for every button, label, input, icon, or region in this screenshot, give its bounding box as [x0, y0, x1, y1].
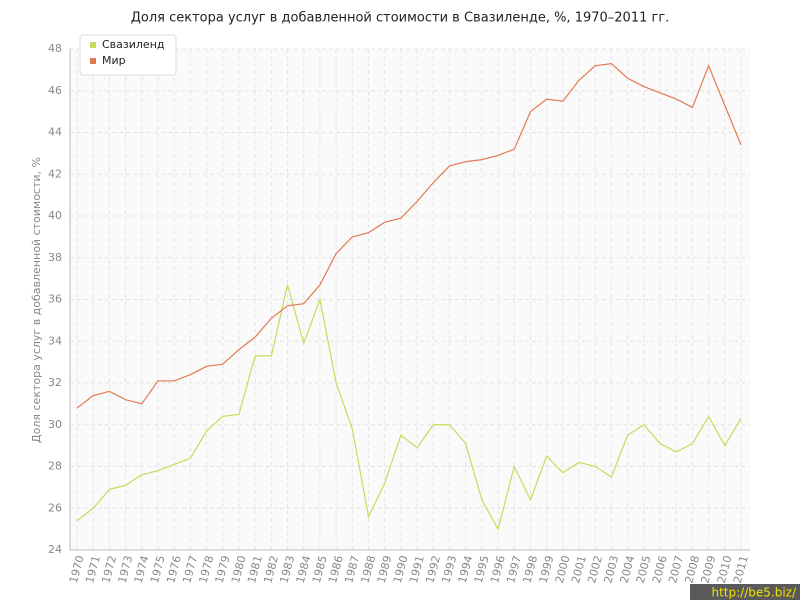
y-tick-label: 42 [48, 167, 62, 180]
legend-box [79, 34, 177, 76]
y-tick-label: 28 [48, 460, 62, 473]
y-tick-label: 34 [48, 334, 62, 347]
y-tick-label: 44 [48, 126, 62, 139]
y-tick-label: 32 [48, 376, 62, 389]
legend-label: Свазиленд [102, 38, 165, 51]
chart-title: Доля сектора услуг в добавленной стоимос… [131, 11, 670, 26]
y-tick-label: 30 [48, 418, 62, 431]
y-tick-label: 48 [48, 42, 62, 55]
legend-swatch [90, 58, 96, 64]
line-series [76, 284, 742, 531]
legend-label: Мир [102, 54, 126, 67]
y-tick-label: 40 [48, 209, 62, 222]
y-tick-label: 26 [48, 501, 62, 514]
legend-swatch [90, 42, 96, 48]
watermark-bg [690, 584, 800, 600]
y-tick-label: 46 [48, 84, 62, 97]
line-series [76, 62, 742, 409]
y-tick-label: 24 [48, 543, 62, 556]
watermark: http://be5.biz/ [711, 586, 796, 600]
y-axis-label: Доля сектора услуг в добавленной стоимос… [30, 157, 43, 443]
y-tick-label: 36 [48, 293, 62, 306]
y-tick-label: 38 [48, 251, 62, 264]
